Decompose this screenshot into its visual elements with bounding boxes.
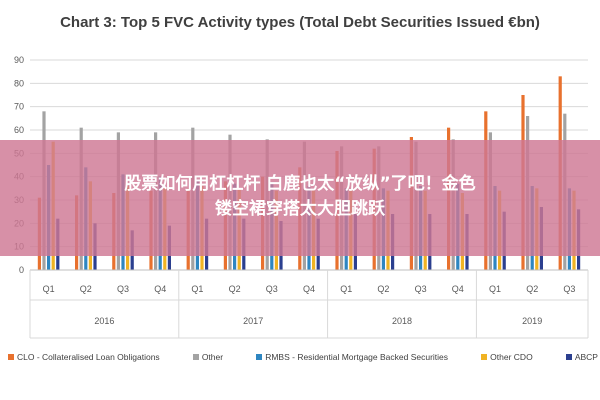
x-tick-label: Q3 [415, 284, 427, 294]
y-tick-label: 80 [14, 78, 24, 88]
legend-label: CLO - Collateralised Loan Obligations [17, 352, 160, 362]
legend-item: ABCP [565, 352, 598, 362]
y-tick-label: 90 [14, 55, 24, 65]
x-tick-label: Q4 [303, 284, 315, 294]
x-tick-label: Q2 [377, 284, 389, 294]
overlay-text: 股票如何用杠杠杆 白鹿也太“放纵”了吧！金色 镂空裙穿搭太大胆跳跃 [20, 172, 580, 222]
legend-item: RMBS - Residential Mortgage Backed Secur… [256, 352, 448, 362]
x-tick-label: Q2 [526, 284, 538, 294]
x-tick-label: Q4 [154, 284, 166, 294]
year-label: 2016 [94, 316, 114, 326]
year-label: 2017 [243, 316, 263, 326]
legend-swatch [256, 354, 263, 360]
x-tick-label: Q4 [452, 284, 464, 294]
legend-item: CLO - Collateralised Loan Obligations [8, 352, 160, 362]
legend-item: Other [192, 352, 224, 362]
y-tick-label: 70 [14, 102, 24, 112]
y-tick-label: 60 [14, 125, 24, 135]
x-tick-label: Q1 [340, 284, 352, 294]
legend-label: Other CDO [490, 352, 533, 362]
x-tick-label: Q3 [117, 284, 129, 294]
legend-label: ABCP [574, 352, 598, 362]
legend-swatch [192, 354, 199, 360]
legend-swatch [8, 354, 14, 360]
legend-swatch [481, 354, 488, 360]
overlay-banner [0, 140, 600, 256]
legend-swatch [565, 354, 572, 360]
x-tick-label: Q2 [80, 284, 92, 294]
x-tick-label: Q1 [43, 284, 55, 294]
x-tick-label: Q3 [266, 284, 278, 294]
x-tick-label: Q2 [229, 284, 241, 294]
year-label: 2019 [522, 316, 542, 326]
year-label: 2018 [392, 316, 412, 326]
x-tick-label: Q1 [191, 284, 203, 294]
legend-label: Other [201, 352, 224, 362]
x-tick-label: Q1 [489, 284, 501, 294]
overlay-line-2: 镂空裙穿搭太大胆跳跃 [215, 199, 385, 219]
overlay-line-1: 股票如何用杠杠杆 白鹿也太“放纵”了吧！金色 [124, 174, 476, 194]
chart-legend: CLO - Collateralised Loan Obligations Oth… [8, 352, 598, 362]
y-tick-label: 0 [19, 265, 24, 275]
x-tick-label: Q3 [563, 284, 575, 294]
chart-title: Chart 3: Top 5 FVC Activity types (Total… [60, 14, 540, 31]
legend-item: Other CDO [481, 352, 533, 362]
legend-label: RMBS - Residential Mortgage Backed Secur… [265, 352, 449, 362]
